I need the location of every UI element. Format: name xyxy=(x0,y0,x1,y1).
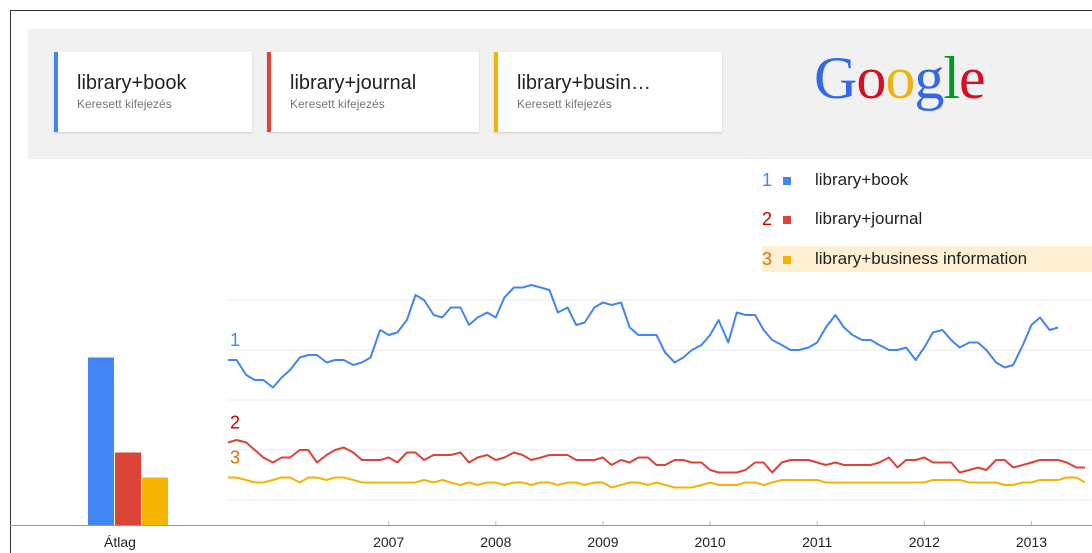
average-bar-3 xyxy=(142,477,168,525)
legend-label: library+book xyxy=(815,170,909,189)
average-bar-1 xyxy=(88,357,114,525)
search-term-sublabel: Keresett kifejezés xyxy=(77,97,172,111)
x-tick-label: 2009 xyxy=(587,534,618,550)
legend-item-library-journal[interactable]: 2 library+journal xyxy=(762,206,1092,232)
average-label: Átlag xyxy=(104,534,136,550)
x-tick-label: 2013 xyxy=(1016,534,1047,550)
x-tick-label: 2007 xyxy=(373,534,404,550)
search-term-sublabel: Keresett kifejezés xyxy=(517,97,612,111)
series-number-label-3: 3 xyxy=(230,448,240,468)
legend-number: 1 xyxy=(762,170,773,190)
x-tick-label: 2010 xyxy=(694,534,725,550)
search-term-label: library+journal xyxy=(290,72,417,94)
logo-letter: e xyxy=(959,45,986,111)
series-line-1 xyxy=(228,284,1059,389)
x-tick-label: 2011 xyxy=(802,534,832,550)
legend-label: library+journal xyxy=(815,209,923,228)
legend-swatch xyxy=(783,216,791,224)
series-number-label-1: 1 xyxy=(230,330,240,350)
search-term-card-library-book[interactable]: library+book Keresett kifejezés xyxy=(54,52,252,132)
legend-swatch xyxy=(783,256,791,264)
logo-letter: l xyxy=(943,45,960,111)
google-logo: Google xyxy=(814,45,986,111)
logo-letter: G xyxy=(814,45,857,111)
legend-label: library+business information xyxy=(815,249,1028,268)
x-tick-label: 2012 xyxy=(909,534,940,550)
search-term-label: library+book xyxy=(77,72,187,94)
chart-frame xyxy=(10,10,1092,553)
series-number-label-2: 2 xyxy=(230,413,240,433)
logo-letter: g xyxy=(914,45,944,111)
legend-number: 2 xyxy=(762,209,773,229)
logo-letter: o xyxy=(885,45,915,111)
search-term-card-library-business[interactable]: library+busin… Keresett kifejezés xyxy=(494,52,722,132)
legend-number: 3 xyxy=(762,249,773,269)
series-line-3 xyxy=(228,476,1086,489)
x-tick-label: 2008 xyxy=(480,534,511,550)
series-line-2 xyxy=(227,439,1085,474)
legend-swatch xyxy=(783,177,791,185)
average-bar-2 xyxy=(115,452,141,525)
legend-item-library-book[interactable]: 1 library+book xyxy=(762,167,1092,193)
logo-letter: o xyxy=(856,45,886,111)
legend-item-library-business-information[interactable]: 3 library+business information xyxy=(762,246,1092,272)
search-term-card-library-journal[interactable]: library+journal Keresett kifejezés xyxy=(267,52,479,132)
search-term-sublabel: Keresett kifejezés xyxy=(290,97,385,111)
search-term-label: library+busin… xyxy=(517,72,651,94)
